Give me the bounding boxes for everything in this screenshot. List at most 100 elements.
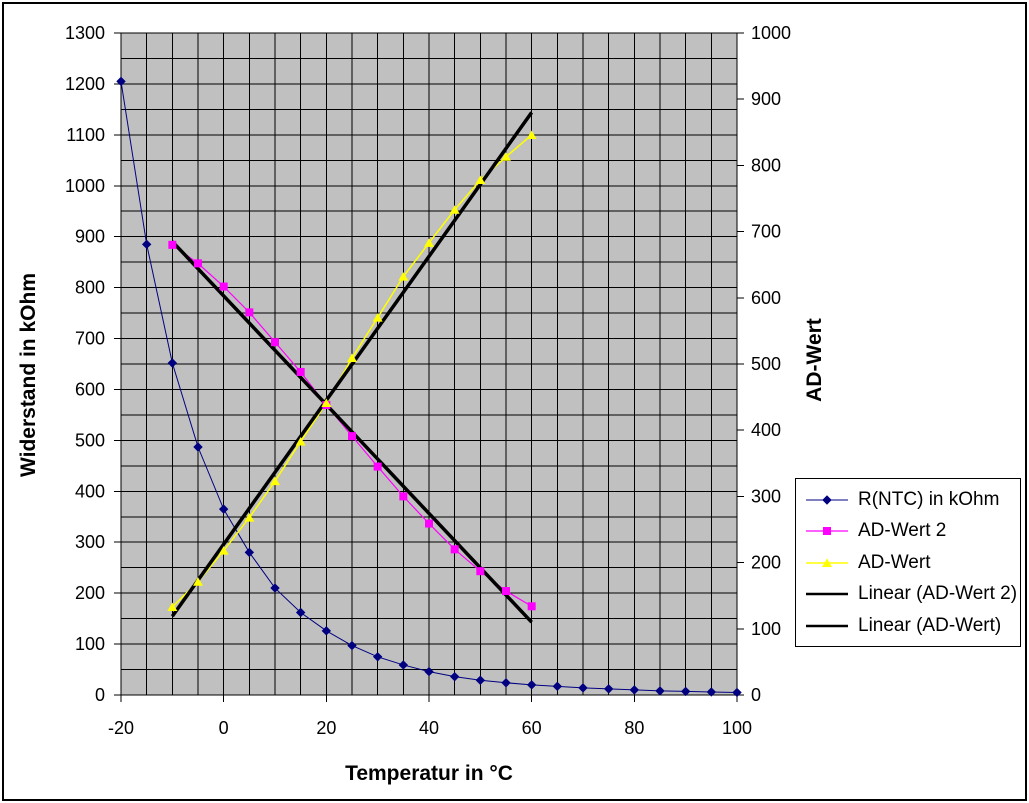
diamond-marker [680,686,691,697]
tick-label: 700 [751,222,781,242]
series-line-linear-ad-wert [170,111,534,618]
tick-label: 1000 [65,176,105,196]
triangle-marker [424,238,434,247]
tick-label: 200 [75,583,105,603]
tick-label: -20 [108,718,134,738]
legend-marker-line [806,624,848,627]
legend-label: Linear (AD-Wert 2) [858,583,1018,604]
diamond-marker [116,76,126,87]
square-marker [476,567,485,576]
diamond-marker [552,681,563,692]
diamond-marker [424,666,434,677]
diamond-marker [270,583,280,593]
diamond-marker [655,686,665,696]
diamond-marker [141,239,152,250]
diamond-marker [822,494,832,505]
legend-label: R(NTC) in kOhm [858,488,1000,510]
tick-label: 500 [75,430,105,450]
square-marker [296,367,305,376]
series-line-linear-ad-wert-2 [171,240,533,624]
tick-label: 800 [75,278,105,298]
triangle-marker [501,152,511,161]
series-markers-ad-wert [167,130,537,611]
tick-label: 900 [75,227,105,247]
legend-item-ad-wert: AD-Wert [804,552,1020,574]
legend-marker-line [806,592,848,596]
diamond-marker [167,358,178,368]
diamond-marker [629,685,640,695]
tick-label: 400 [751,420,781,440]
legend-marker-square [806,527,848,535]
triangle-marker [372,313,383,322]
diamond-marker [501,678,511,688]
tick-label: 700 [75,329,105,349]
square-marker [168,240,177,249]
tick-label: 300 [75,532,105,552]
triangle-marker [398,272,409,281]
diamond-marker [218,504,229,514]
square-marker [348,432,356,441]
legend-label: Linear (AD-Wert) [858,614,1002,636]
legend-label: AD-Wert 2 [858,520,947,541]
legend-marker-diamond [806,494,848,505]
plot-area-border [120,32,738,696]
triangle-marker [822,558,832,567]
triangle-marker [449,205,460,214]
axis-ticks: -20 0 20 40 60 80 1000100200300400500600700800… [65,23,791,738]
legend-item-ad-wert-2: AD-Wert 2 [804,520,1020,542]
tick-label: 300 [751,486,781,506]
tick-label: 200 [751,553,781,573]
diamond-marker [244,547,255,558]
tick-label: 800 [751,155,781,175]
legend-marker-triangle [806,558,848,567]
square-marker [271,338,279,347]
diamond-marker [603,684,614,694]
tick-label: 60 [522,718,542,738]
square-marker [373,462,382,471]
triangle-marker [526,130,537,139]
legend-item-rntc: R(NTC) in kOhm [804,489,1020,511]
triangle-marker [347,353,357,363]
square-marker [502,587,510,596]
tick-label: 100 [751,619,781,639]
diamond-marker [578,683,588,693]
tick-label: 20 [316,718,336,738]
diamond-marker [526,680,537,690]
square-marker [823,527,831,535]
diamond-marker [295,607,306,618]
diamond-marker [372,652,383,662]
diamond-marker [706,687,717,697]
diamond-marker [193,442,203,452]
series-markers-r-ntc-in-kohm [116,76,742,698]
tick-label: 500 [751,354,781,374]
legend-item-linear-ad-wert: Linear (AD-Wert) [804,615,1020,637]
series-markers-ad-wert-2 [168,240,536,611]
triangle-marker [270,476,280,486]
diamond-marker [449,671,460,682]
triangle-marker [218,546,229,555]
legend-item-linear-ad-wert-2: Linear (AD-Wert 2) [804,583,1020,605]
tick-label: 100 [722,718,752,738]
tick-label: 100 [75,634,105,654]
square-marker [527,602,536,611]
triangle-marker [193,577,203,586]
tick-label: 600 [751,288,781,308]
triangle-marker [295,436,306,446]
right-y-axis-title: AD-Wert [803,318,826,402]
tick-label: 1300 [65,23,105,43]
x-axis-title: Temperatur in °C [345,762,513,785]
diamond-marker [732,687,742,698]
square-marker [219,282,228,291]
tick-label: 1100 [66,125,105,145]
legend-box: R(NTC) in kOhm AD-Wert 2 AD-Wert Linear … [795,478,1021,647]
left-y-axis-title: Widerstand in kOhm [17,273,40,478]
tick-label: 0 [95,685,105,705]
tick-label: 40 [419,718,439,738]
tick-label: 0 [751,685,761,705]
diamond-marker [398,660,409,670]
tick-label: 1200 [65,74,105,94]
diamond-marker [321,626,332,636]
legend-label: AD-Wert [858,551,931,573]
